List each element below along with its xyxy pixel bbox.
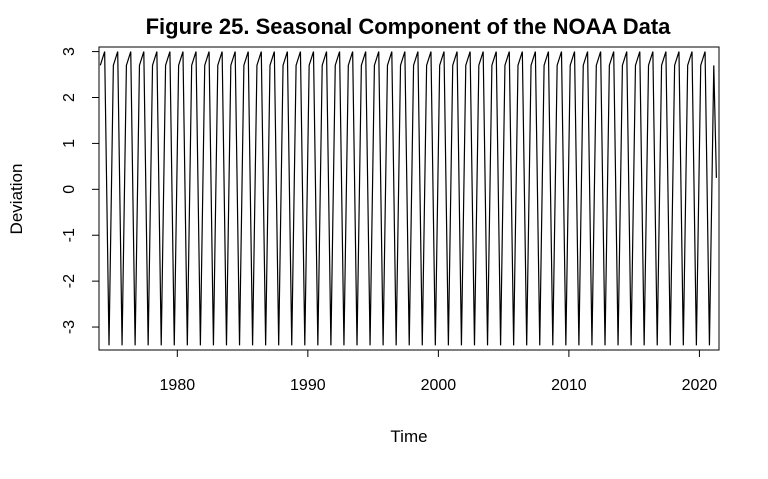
y-tick-label: -2 [61, 274, 78, 288]
x-tick-label: 1980 [160, 377, 196, 394]
y-tick-label: -3 [61, 320, 78, 334]
series-layer [99, 51, 717, 346]
y-tick-label: 3 [61, 47, 78, 56]
y-tick-label: 2 [61, 93, 78, 102]
seasonal-series-line [99, 51, 717, 346]
chart-title: Figure 25. Seasonal Component of the NOA… [146, 14, 672, 39]
y-tick-label: 1 [61, 139, 78, 148]
x-tick-label: 2020 [682, 377, 718, 394]
y-tick-label: -1 [61, 228, 78, 242]
x-axis: 1980 1990 2000 2010 2020 [160, 349, 718, 394]
x-tick-label: 2000 [421, 377, 457, 394]
x-tick-label: 2010 [551, 377, 587, 394]
y-axis-label: Deviation [7, 164, 26, 235]
x-axis-label: Time [390, 427, 427, 446]
y-tick-label: 0 [61, 185, 78, 194]
y-axis: 3 2 1 0 -1 -2 -3 [61, 47, 100, 334]
x-tick-label: 1990 [290, 377, 326, 394]
